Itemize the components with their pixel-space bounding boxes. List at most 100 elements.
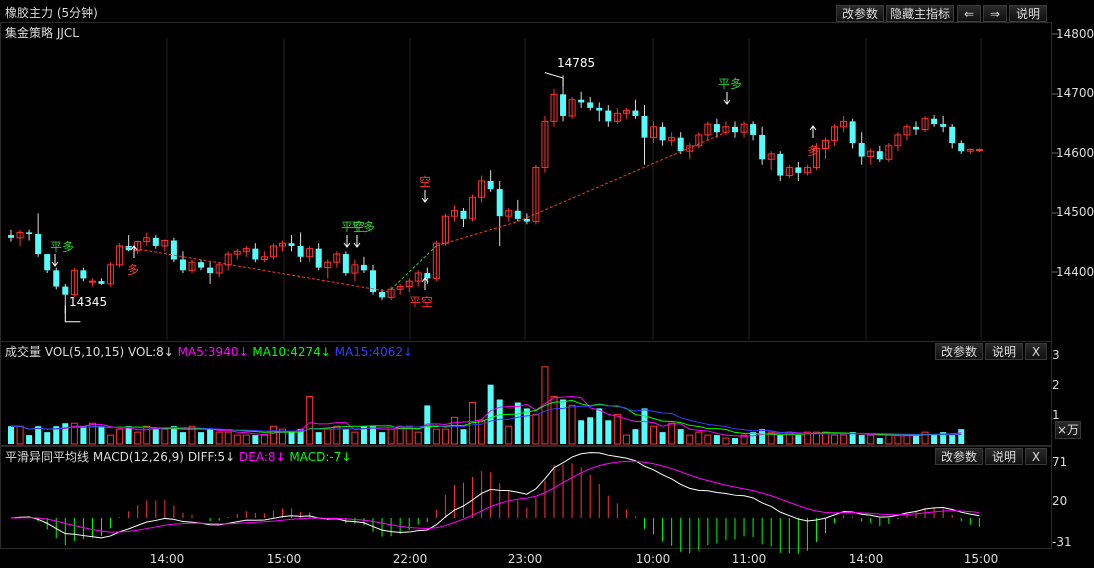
candle-body [659,126,666,141]
volume-bar [16,425,24,445]
candle-body [152,237,159,246]
volume-bar [370,426,376,444]
candle-body [16,231,24,239]
candle-body [958,143,965,152]
volume-bar [677,429,684,444]
macd-help-button[interactable]: 说明 [985,448,1023,465]
params-button[interactable]: 改参数 [836,5,884,22]
low-price-label: 14345 [69,295,108,309]
candle-body [26,232,33,235]
candle-body [306,248,314,258]
macd-params-button[interactable]: 改参数 [935,448,983,465]
candle-body [88,280,96,283]
volume-bar [288,432,295,444]
volume-bar [143,425,151,445]
volume-bar [650,425,658,445]
volume-tick: 1 [1052,408,1060,422]
macd-pane[interactable] [0,446,1052,549]
volume-bar [903,434,911,445]
candle-body [931,118,938,125]
candle-body [759,134,766,160]
volume-pane[interactable] [0,341,1052,446]
candle-body [560,94,567,116]
volume-bar [198,432,205,444]
volume-bar [750,432,757,444]
candle-body [514,210,521,219]
candle-body [849,121,856,144]
volume-bar [931,435,938,444]
signal-label: 空 [419,175,432,189]
candle-body [324,261,332,269]
volume-bar [342,429,349,444]
macd-title: 平滑异同平均线 [5,450,90,464]
volume-bar [876,438,883,444]
candle-body [351,264,359,274]
volume-help-button[interactable]: 说明 [985,343,1023,360]
volume-ma5: MA5:3940↓ [177,345,249,359]
candle-body [587,102,594,108]
volume-title: 成交量 [5,345,42,359]
volume-bar [740,434,748,445]
candle-body [568,99,576,117]
volume-bar [279,428,286,445]
volume-bar [432,428,440,445]
candle-body [913,126,919,130]
signal-arrowhead [421,197,429,203]
time-tick: 10:00 [635,552,671,566]
volume-bar [26,435,33,444]
candle-body [785,166,793,177]
candle-body [70,269,78,296]
candle-body [207,267,214,274]
macd-diff: DIFF:5↓ [187,450,236,464]
candle-body [333,253,341,263]
volume-unit-button[interactable]: ×万 [1055,421,1081,439]
candle-body [460,210,467,219]
volume-bar [207,429,214,444]
candle-body [405,280,413,288]
volume-bar [831,434,839,445]
candle-body [134,241,142,251]
volume-bar [224,431,232,445]
volume-params-button[interactable]: 改参数 [935,343,983,360]
candle-body [224,253,232,266]
macd-close-button[interactable]: X [1025,448,1047,465]
volume-bar [578,420,585,444]
candle-body [505,210,513,217]
volume-bar [885,434,893,445]
signal-arrowhead [809,125,817,131]
volume-bar [921,431,929,445]
candle-body [632,110,639,116]
volume-bar [215,431,223,445]
volume-bar [913,435,919,444]
hide-main-indicator-button[interactable]: 隐藏主指标 [886,5,954,22]
volume-bar [940,432,947,444]
volume-bar [722,437,730,445]
signal-label: 平空 [409,295,434,309]
low-marker [64,305,81,323]
candle-body [803,166,811,174]
candle-body [279,242,286,247]
signal-label: 多 [127,263,140,277]
candle-body [143,237,151,243]
time-tick: 22:00 [392,552,428,566]
candle-body [650,126,658,139]
candle-body [8,235,14,238]
volume-bar [795,435,802,444]
volume-bar [260,434,268,445]
help-button[interactable]: 说明 [1009,5,1047,22]
candle-body [578,99,585,103]
signal-arrowhead [421,277,429,283]
strategy-line [119,245,392,293]
volume-bar [532,413,540,445]
strategy-line [436,221,518,247]
volume-bar [297,429,304,444]
candle-body [732,126,738,133]
candle-body [242,248,250,252]
next-arrow-button[interactable]: ⇒ [983,5,1007,22]
volume-bar [560,399,567,444]
volume-bar [188,425,196,445]
volume-close-button[interactable]: X [1025,343,1047,360]
candle-body [812,147,820,168]
volume-bar [379,432,386,444]
prev-arrow-button[interactable]: ⇐ [957,5,981,22]
